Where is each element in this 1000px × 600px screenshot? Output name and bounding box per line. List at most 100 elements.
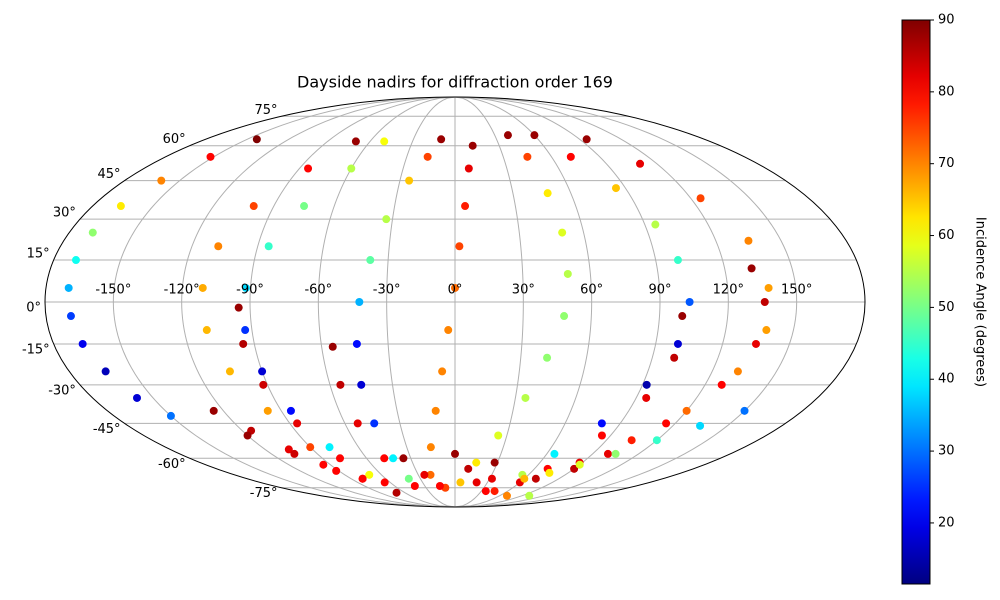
point xyxy=(464,464,473,473)
point xyxy=(431,406,440,415)
point xyxy=(290,449,299,458)
y-tick-label: -60° xyxy=(158,457,186,472)
point xyxy=(405,176,414,185)
point xyxy=(88,228,97,237)
point xyxy=(597,431,606,440)
grid-line xyxy=(454,96,661,508)
point xyxy=(696,421,705,430)
point xyxy=(456,478,465,487)
point xyxy=(481,487,490,496)
point xyxy=(461,202,470,211)
point xyxy=(582,135,591,144)
point xyxy=(258,367,267,376)
point xyxy=(652,436,661,445)
grid-line xyxy=(249,96,456,508)
point xyxy=(410,482,419,491)
point xyxy=(651,220,660,229)
point xyxy=(487,474,496,483)
colorbar-tick-label: 60 xyxy=(938,228,955,243)
y-tick-label: -75° xyxy=(250,486,278,501)
point xyxy=(426,470,435,479)
point xyxy=(560,312,569,321)
point xyxy=(521,393,530,402)
point xyxy=(132,393,141,402)
point xyxy=(472,478,481,487)
point xyxy=(744,236,753,245)
grid xyxy=(45,96,865,508)
colorbar: 20 30 40 50 60 70 80 90 xyxy=(901,13,955,585)
point xyxy=(347,164,356,173)
point xyxy=(404,474,413,483)
point xyxy=(336,454,345,463)
point xyxy=(611,449,620,458)
point xyxy=(157,176,166,185)
point xyxy=(682,406,691,415)
point xyxy=(733,367,742,376)
point xyxy=(543,353,552,362)
point xyxy=(263,406,272,415)
point xyxy=(234,303,243,312)
point xyxy=(351,137,360,146)
point xyxy=(423,152,432,161)
point xyxy=(670,353,679,362)
point xyxy=(566,152,575,161)
point xyxy=(678,312,687,321)
point xyxy=(284,445,293,454)
y-tick-label: 60° xyxy=(163,132,186,147)
x-tick-label: -150° xyxy=(95,283,131,298)
colorbar-tick-label: 70 xyxy=(938,156,955,171)
point xyxy=(249,202,258,211)
point xyxy=(451,283,459,292)
point xyxy=(673,256,682,265)
point xyxy=(392,488,401,497)
point xyxy=(78,339,87,348)
point xyxy=(264,242,273,251)
point xyxy=(252,135,261,144)
point xyxy=(762,326,771,335)
point xyxy=(503,131,512,140)
point xyxy=(490,487,499,496)
point xyxy=(543,189,552,198)
point xyxy=(468,141,477,150)
x-tick-label: 90° xyxy=(648,283,671,298)
grid-line xyxy=(454,96,524,508)
y-tick-label: 0° xyxy=(26,301,41,316)
point xyxy=(611,184,620,193)
point xyxy=(545,468,554,477)
point xyxy=(166,411,175,420)
grid-line xyxy=(454,96,798,508)
points xyxy=(64,131,773,500)
point xyxy=(525,491,534,500)
grid-line xyxy=(454,96,729,508)
grid-line xyxy=(386,96,456,508)
point xyxy=(764,283,773,292)
colorbar-tick-label: 40 xyxy=(938,372,955,387)
point xyxy=(455,242,464,251)
point xyxy=(627,436,636,445)
point xyxy=(214,242,223,251)
point xyxy=(530,131,539,140)
point xyxy=(209,406,218,415)
point xyxy=(357,380,366,389)
point xyxy=(531,474,540,483)
point xyxy=(642,380,651,389)
y-tick-label: 15° xyxy=(27,247,50,262)
point xyxy=(550,449,559,458)
point xyxy=(494,431,503,440)
colorbar-tick-label: 50 xyxy=(938,300,955,315)
x-tick-label: -90° xyxy=(236,283,264,298)
point xyxy=(380,137,389,146)
point xyxy=(101,367,110,376)
point xyxy=(563,269,572,278)
chart-title: Dayside nadirs for diffraction order 169 xyxy=(297,73,613,92)
map-boundary xyxy=(44,96,866,508)
point xyxy=(642,393,651,402)
point xyxy=(243,431,252,440)
point xyxy=(575,460,584,469)
point xyxy=(352,339,361,348)
point xyxy=(399,454,408,463)
y-tick-label: 45° xyxy=(98,167,121,182)
point xyxy=(64,283,73,292)
point xyxy=(696,194,705,203)
